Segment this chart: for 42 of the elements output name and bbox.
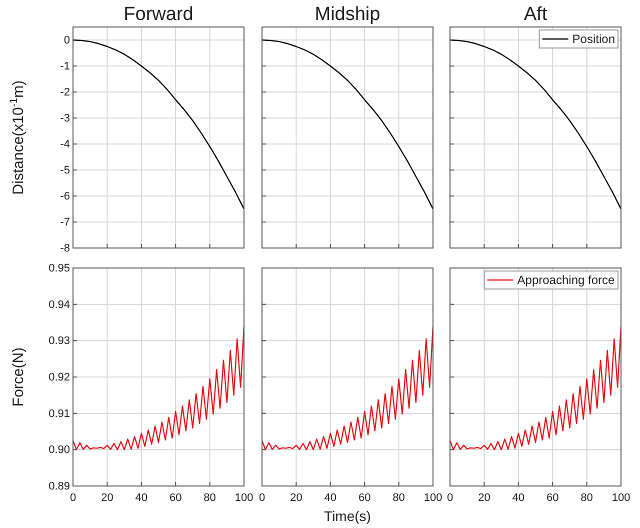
x-tick-label: 100	[424, 492, 442, 504]
x-tick-label: 60	[546, 492, 559, 504]
x-tick-label: 80	[392, 492, 405, 504]
x-tick-label: 0	[258, 492, 266, 504]
y-tick-label: 0.91	[48, 408, 70, 420]
legend-label: Position	[572, 32, 615, 46]
x-tick-label: 0	[446, 492, 454, 504]
x-tick-label: 40	[324, 492, 337, 504]
x-tick-label: 20	[290, 492, 302, 504]
line-series	[73, 326, 244, 450]
y-tick-label: -8	[60, 242, 70, 255]
y-tick-label: -6	[60, 190, 70, 203]
y-tick-label: 0.92	[48, 372, 70, 384]
x-tick-label: 40	[512, 492, 525, 504]
x-tick-label: 80	[204, 492, 216, 504]
y-tick-label: -4	[60, 138, 70, 151]
x-tick-label: 100	[234, 492, 254, 504]
x-tick-label: 40	[135, 492, 148, 504]
y-axis-title: Force(N)	[10, 347, 27, 407]
y-tick-label: -7	[60, 216, 70, 229]
x-tick-label: 20	[478, 492, 490, 504]
x-tick-label: 20	[101, 492, 114, 504]
x-tick-label: 60	[358, 492, 371, 504]
y-tick-label: -1	[60, 60, 70, 73]
x-tick-label: 80	[580, 492, 593, 504]
y-tick-label: -2	[60, 86, 70, 99]
y-tick-label: 0	[64, 34, 70, 47]
y-tick-label: -3	[60, 112, 70, 125]
y-tick-label: 0.89	[48, 480, 70, 493]
x-tick-label: 100	[612, 492, 630, 504]
x-axis-title: Time(s)	[324, 508, 371, 524]
chart-title: Forward	[124, 4, 194, 25]
chart-title: Midship	[314, 4, 380, 25]
y-tick-label: 0.93	[48, 335, 70, 348]
chart-title: Aft	[524, 4, 548, 25]
legend-label: Approaching force	[517, 273, 615, 287]
x-tick-label: 60	[169, 492, 182, 504]
y-tick-label: -5	[60, 164, 70, 177]
y-tick-label: 0.95	[48, 262, 70, 275]
line-series	[73, 39, 244, 210]
y-tick-label: 0.90	[48, 444, 70, 456]
y-tick-label: 0.94	[48, 298, 70, 311]
